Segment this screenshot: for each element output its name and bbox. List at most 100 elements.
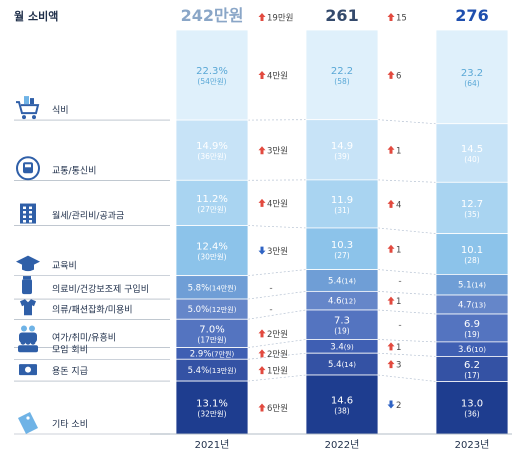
value-sub-label: (36) [464,410,479,419]
separator-line [377,339,437,343]
value-sub-label: (13만원) [209,366,237,375]
arrow-up-icon [387,244,395,253]
separator-line [377,269,437,275]
value-sub-label: (19) [334,327,349,336]
arrow-up-icon [258,13,266,21]
value-label: 10.1 [461,245,483,256]
change-label: - [269,305,272,315]
value-sub-label: (35) [464,210,479,219]
arrow-up-icon [258,71,266,80]
arrow-down-icon [258,246,266,255]
bar-segment [435,181,509,235]
value-sub-label: (17만원) [197,335,226,344]
change-label: 3만원 [267,147,288,157]
bar-segment [305,374,379,435]
change-label: 4만원 [267,199,288,209]
value-label: 5.1(14) [458,281,486,291]
change-label: - [398,276,401,286]
change-label: 6만원 [267,404,288,414]
value-sub-label: (58) [334,77,349,86]
value-label: 7.3 [334,316,350,327]
value-label: 12.4% [196,242,228,253]
value-sub-label: (9) [344,343,354,351]
price-tag-icon [18,412,38,434]
change-label: 6 [396,71,401,81]
category-label: 의료비/건강보조제 구입비 [52,283,149,295]
change-label: 3만원 [267,247,288,257]
category-label: 의류/패션잡화/미용비 [52,303,133,315]
change-label: - [269,283,272,293]
value-sub-label: (27) [334,251,349,260]
value-label: 5.0%(12만원) [188,305,237,315]
change-label: 2 [396,401,401,411]
category-label: 교육비 [52,261,77,272]
bar-segment [305,119,379,181]
value-label: 3.6(10) [458,345,486,355]
value-label: 5.4(14) [328,276,356,286]
value-sub-label: (12) [342,298,357,306]
change-label: 1 [396,343,401,353]
bar-segment [175,225,249,277]
value-label: 5.4(14) [328,360,356,370]
bar-segment [435,356,509,382]
value-sub-label: (28) [464,256,479,265]
arrow-up-icon [387,145,395,154]
change-label: 1 [396,297,401,307]
year-label: 2021년 [195,439,230,451]
value-label: 4.7(13) [458,301,486,311]
bar-segment [305,29,379,121]
arrow-up-icon [387,70,395,79]
value-sub-label: (39) [334,152,349,161]
arrow-down-icon [387,400,395,409]
bar-segment [175,179,249,226]
arrow-up-icon [258,366,266,375]
bar-segment [435,29,509,125]
value-label: 13.0 [461,399,483,410]
total-change: 19만원 [267,14,293,24]
value-label: 5.4%(13만원) [188,366,237,376]
change-label: 4 [396,200,401,210]
value-sub-label: (10) [472,346,487,354]
total-change: 15 [396,14,407,24]
separator-line [377,179,437,183]
graduation-cap-icon [16,255,40,272]
value-label: 3.4(9) [330,342,354,352]
arrow-up-icon [387,199,395,208]
category-label: 월세/관리비/공과금 [52,210,124,222]
value-sub-label: (30만원) [197,253,226,262]
money-icon [19,364,37,376]
bar-segment [305,179,379,229]
value-label: 11.9 [331,195,353,206]
category-label: 식비 [52,105,69,116]
change-label: - [398,321,401,331]
total-label: 276 [455,6,488,25]
value-label: 14.5 [461,144,483,155]
value-label: 13.1% [196,399,228,410]
value-label: 7.0% [199,324,224,335]
change-label: 1 [396,245,401,255]
arrow-up-icon [258,329,266,338]
separator-line [247,291,307,300]
value-sub-label: (13) [472,302,487,310]
separator-line [247,339,307,348]
value-sub-label: (12만원) [209,305,237,314]
separator-line [247,269,307,276]
shopping-cart-icon [16,96,40,120]
value-label: 14.9% [196,141,228,152]
clothing-icon [20,299,36,316]
value-label: 2.9%(7만원) [190,349,235,359]
bar-segment [175,380,249,435]
arrow-up-icon [258,349,266,358]
value-label: 14.6 [331,396,353,407]
bar-segment [305,309,379,340]
category-label: 여가/취미/유흥비 [52,332,116,344]
change-label: 3 [396,361,401,371]
value-sub-label: (38) [334,407,349,416]
building-icon [20,203,36,224]
value-sub-label: (36만원) [197,152,226,161]
category-label: 모임 회비 [52,343,88,355]
total-label: 261 [325,6,358,25]
arrow-up-icon [258,146,266,155]
bar-segment [435,233,509,275]
